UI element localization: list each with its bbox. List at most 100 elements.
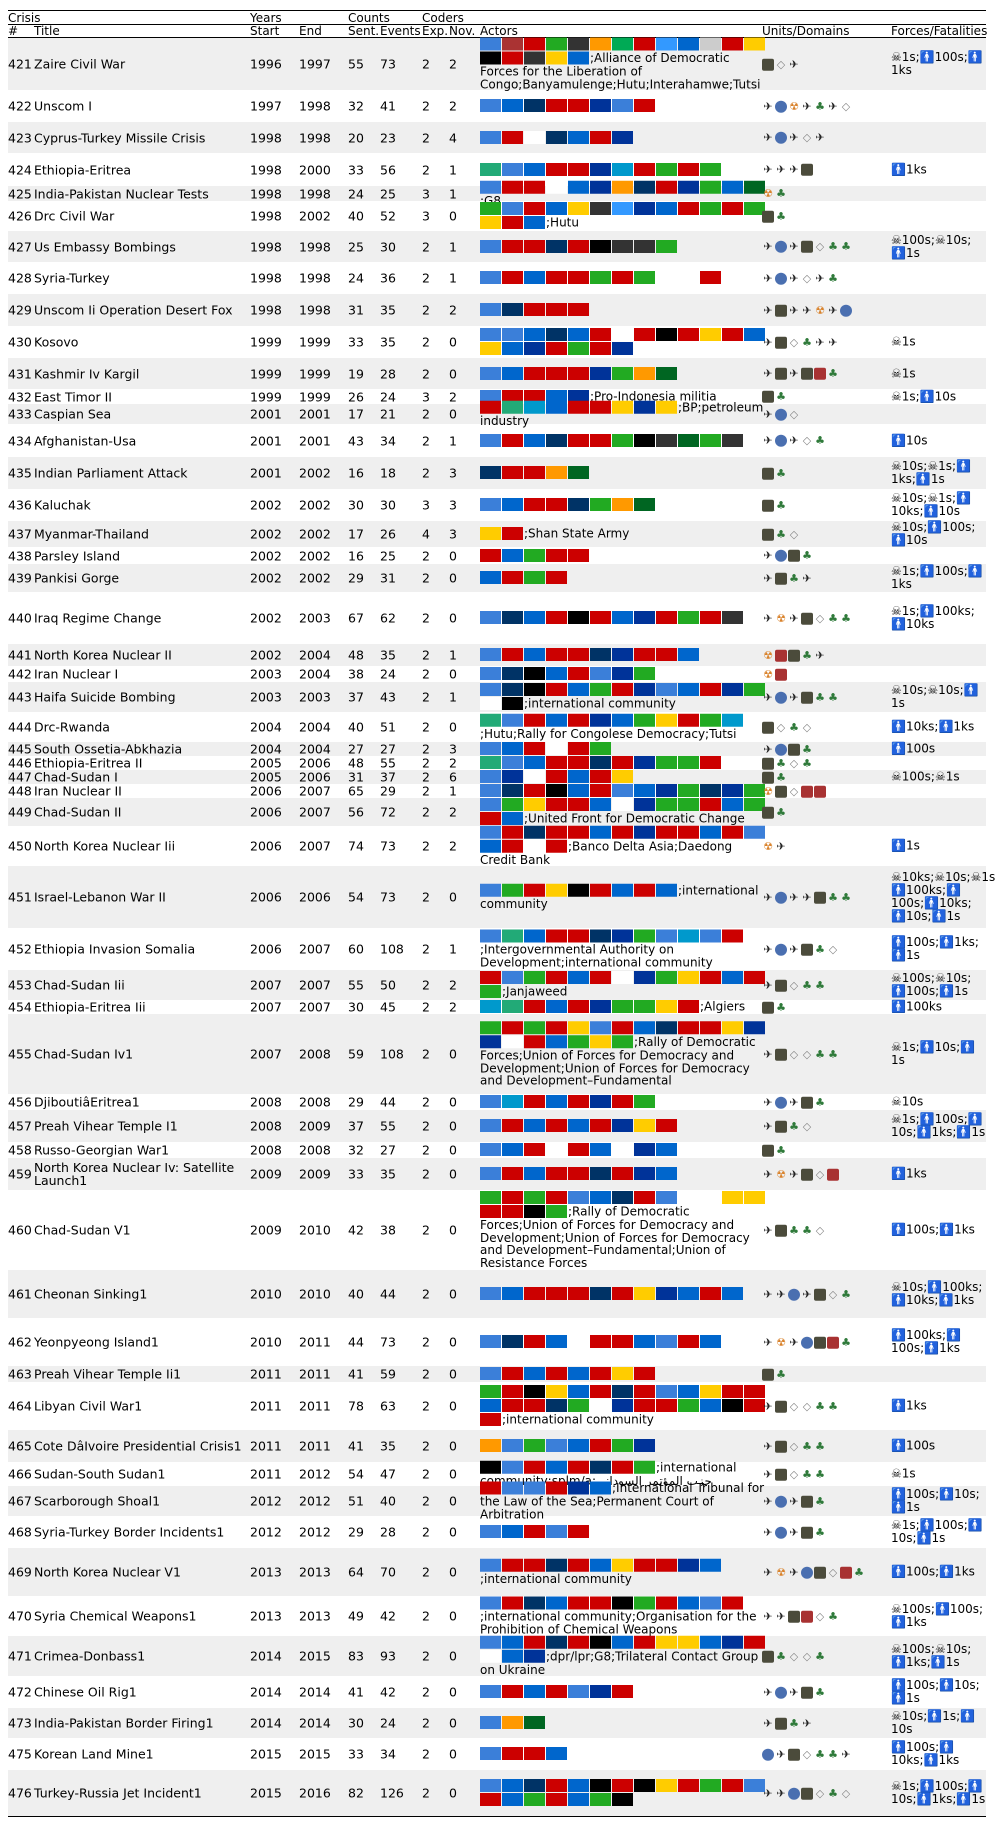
row-actors bbox=[480, 99, 770, 113]
flag-icon bbox=[656, 971, 677, 984]
flag-icon bbox=[524, 683, 545, 696]
row-exp-coders: 3 bbox=[422, 389, 430, 404]
jet-unit-icon: ✈ bbox=[763, 271, 773, 285]
table-row: 465 Cote DâIvoire Presidential Crisis1 201… bbox=[8, 1430, 986, 1462]
flag-icon bbox=[656, 400, 677, 414]
flag-icon bbox=[480, 1167, 501, 1180]
green-unit-icon: ♣ bbox=[815, 1649, 825, 1663]
flag-icon bbox=[634, 328, 655, 341]
flag-icon bbox=[722, 180, 743, 194]
row-start-year: 2002 bbox=[250, 497, 282, 513]
flag-icon bbox=[524, 1335, 545, 1348]
flag-icon bbox=[612, 37, 633, 51]
row-sent-count: 48 bbox=[348, 647, 364, 663]
green-unit-icon: ♣ bbox=[789, 720, 799, 734]
green-unit-icon: ♣ bbox=[841, 239, 851, 253]
flag-icon bbox=[700, 929, 721, 943]
row-start-year: 2007 bbox=[250, 999, 282, 1015]
table-row: 457 Preah Vihear Temple I1 2008 2009 37 55 2 0 ✈… bbox=[8, 1110, 986, 1142]
flag-icon bbox=[590, 1635, 611, 1649]
row-start-year: 2006 bbox=[250, 889, 282, 905]
blue-unit-icon bbox=[775, 434, 787, 447]
row-start-year: 1998 bbox=[250, 162, 282, 177]
flag-icon bbox=[568, 1558, 589, 1572]
table-row: 441 North Korea Nuclear II 2002 2004 48 35 2 1 ☢… bbox=[8, 644, 986, 666]
flag-icon bbox=[590, 756, 611, 769]
flag-icon bbox=[678, 1000, 699, 1013]
jet-unit-icon: ✈ bbox=[776, 1786, 786, 1800]
row-title: North Korea Nuclear Iii bbox=[34, 838, 176, 854]
box-unit-icon bbox=[762, 528, 774, 541]
flag-icon bbox=[480, 1596, 501, 1610]
row-sent-count: 38 bbox=[348, 666, 364, 682]
row-start-year: 2014 bbox=[250, 1715, 282, 1731]
jet-unit-icon: ✈ bbox=[763, 1119, 773, 1133]
row-units: ✈ ✈ ✈ bbox=[762, 163, 890, 176]
flag-icon bbox=[568, 1035, 589, 1049]
flag-icon bbox=[568, 400, 589, 414]
row-number: 422 bbox=[8, 98, 32, 114]
row-sent-count: 40 bbox=[348, 1286, 364, 1302]
row-title: India-Pakistan Nuclear Tests bbox=[34, 186, 209, 201]
row-events-count: 35 bbox=[380, 1438, 396, 1454]
row-title: Kashmir Iv Kargil bbox=[34, 366, 140, 381]
flag-icon bbox=[568, 611, 589, 624]
green-unit-icon: ♣ bbox=[815, 978, 825, 992]
flag-icon bbox=[502, 1035, 523, 1049]
flag-icon bbox=[568, 1143, 589, 1156]
row-nov-coders: 0 bbox=[449, 1118, 457, 1134]
flag-icon bbox=[480, 648, 501, 661]
jet-unit-icon: ✈ bbox=[776, 1609, 786, 1623]
row-title: Preah Vihear Temple I1 bbox=[34, 1118, 178, 1134]
row-number: 424 bbox=[8, 162, 32, 177]
flag-icon bbox=[502, 162, 523, 176]
row-number: 453 bbox=[8, 977, 32, 993]
row-number: 468 bbox=[8, 1524, 32, 1540]
jet-unit-icon: ✈ bbox=[789, 271, 799, 285]
flag-icon bbox=[634, 713, 655, 727]
table-row: 455 Chad-Sudan Iv1 2007 2008 59 108 2 0 ;Rally o… bbox=[8, 1014, 986, 1094]
row-start-year: 1998 bbox=[250, 186, 282, 201]
row-number: 427 bbox=[8, 239, 32, 254]
row-exp-coders: 2 bbox=[422, 941, 430, 957]
flag-icon bbox=[612, 498, 633, 511]
crisis-table: Crisis Years Counts Coders # Title Start… bbox=[8, 10, 996, 1817]
row-title: Cyprus-Turkey Missile Crisis bbox=[34, 130, 206, 145]
row-number: 448 bbox=[8, 783, 32, 799]
flag-icon bbox=[568, 667, 589, 680]
jet-unit-icon: ✈ bbox=[763, 1467, 773, 1481]
flag-icon bbox=[590, 1481, 611, 1495]
table-row: 423 Cyprus-Turkey Missile Crisis 1998 1998 2… bbox=[8, 122, 986, 153]
row-sent-count: 31 bbox=[348, 769, 364, 785]
flag-icon bbox=[502, 271, 523, 284]
row-nov-coders: 3 bbox=[449, 497, 457, 513]
row-number: 431 bbox=[8, 366, 32, 381]
flag-icon bbox=[524, 37, 545, 51]
flag-icon bbox=[480, 1000, 501, 1013]
row-start-year: 1998 bbox=[250, 239, 282, 254]
row-end-year: 2008 bbox=[299, 1094, 331, 1110]
row-actors-text: ;international community bbox=[480, 1571, 632, 1586]
row-events-count: 52 bbox=[380, 208, 396, 224]
row-nov-coders: 0 bbox=[449, 1438, 457, 1454]
flag-icon bbox=[700, 162, 721, 176]
flag-icon bbox=[590, 400, 611, 414]
table-row: 440 Iraq Regime Change 2002 2003 67 62 2 0 ✈ ☢ ✈ ◇ ♣… bbox=[8, 592, 986, 644]
row-title: Cheonan Sinking1 bbox=[34, 1286, 148, 1302]
row-events-count: 108 bbox=[380, 1046, 404, 1062]
table-row: 422 Unscom I 1997 1998 32 41 2 2 ✈ ☢ ✈ ♣ ✈ ◇ bbox=[8, 90, 986, 122]
row-number: 429 bbox=[8, 302, 32, 318]
header-num: # bbox=[8, 24, 19, 38]
flag-icon bbox=[590, 1095, 611, 1108]
flag-icon bbox=[590, 239, 611, 253]
row-title: Us Embassy Bombings bbox=[34, 239, 176, 254]
row-sent-count: 59 bbox=[348, 1046, 364, 1062]
table-row: 428 Syria-Turkey 1998 1998 24 36 2 1 ✈ ✈ ◇ ✈ ♣ bbox=[8, 262, 986, 294]
row-title: Unscom Ii Operation Desert Fox bbox=[34, 302, 233, 318]
flag-icon bbox=[634, 1287, 655, 1300]
flag-icon bbox=[524, 825, 545, 839]
flag-icon bbox=[656, 202, 677, 215]
row-sent-count: 16 bbox=[348, 465, 364, 481]
grey-unit-icon: ◇ bbox=[828, 942, 838, 956]
flag-icon bbox=[612, 271, 633, 284]
